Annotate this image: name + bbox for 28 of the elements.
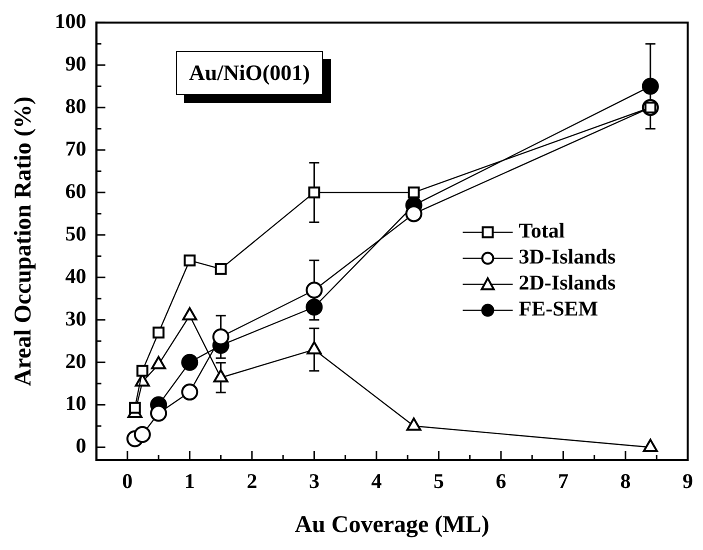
x-tick-label: 1 [184, 469, 195, 494]
legend-label: 2D-Islands [518, 270, 616, 295]
x-tick-label: 2 [246, 469, 258, 494]
y-tick-label: 10 [65, 391, 86, 416]
x-tick-label: 7 [558, 469, 568, 494]
y-tick-label: 50 [65, 221, 86, 246]
legend-label: 3D-Islands [518, 244, 616, 269]
y-tick-label: 80 [65, 94, 86, 118]
x-tick-label: 5 [433, 469, 444, 494]
x-axis-title: Au Coverage (ML) [294, 512, 490, 538]
y-tick-label: 70 [65, 136, 86, 160]
y-tick-label: 30 [65, 306, 86, 330]
y-tick-label: 60 [65, 178, 86, 203]
y-tick-label: 0 [76, 434, 86, 458]
legend-label: FE-SEM [518, 296, 598, 321]
x-tick-label: 6 [496, 469, 506, 494]
legend-label: Total [518, 218, 565, 243]
y-tick-label: 100 [54, 9, 86, 34]
x-tick-label: 8 [620, 469, 631, 494]
x-tick-label: 9 [682, 469, 693, 494]
x-tick-label: 3 [308, 469, 320, 494]
y-tick-label: 40 [65, 264, 86, 288]
y-tick-label: 90 [65, 51, 86, 76]
y-tick-label: 20 [65, 348, 86, 373]
x-tick-label: 4 [371, 469, 382, 494]
y-axis-title: Areal Occupation Ratio (%) [10, 96, 37, 386]
annotation: Au/NiO(001) [176, 51, 323, 95]
x-tick-label: 0 [122, 469, 133, 494]
